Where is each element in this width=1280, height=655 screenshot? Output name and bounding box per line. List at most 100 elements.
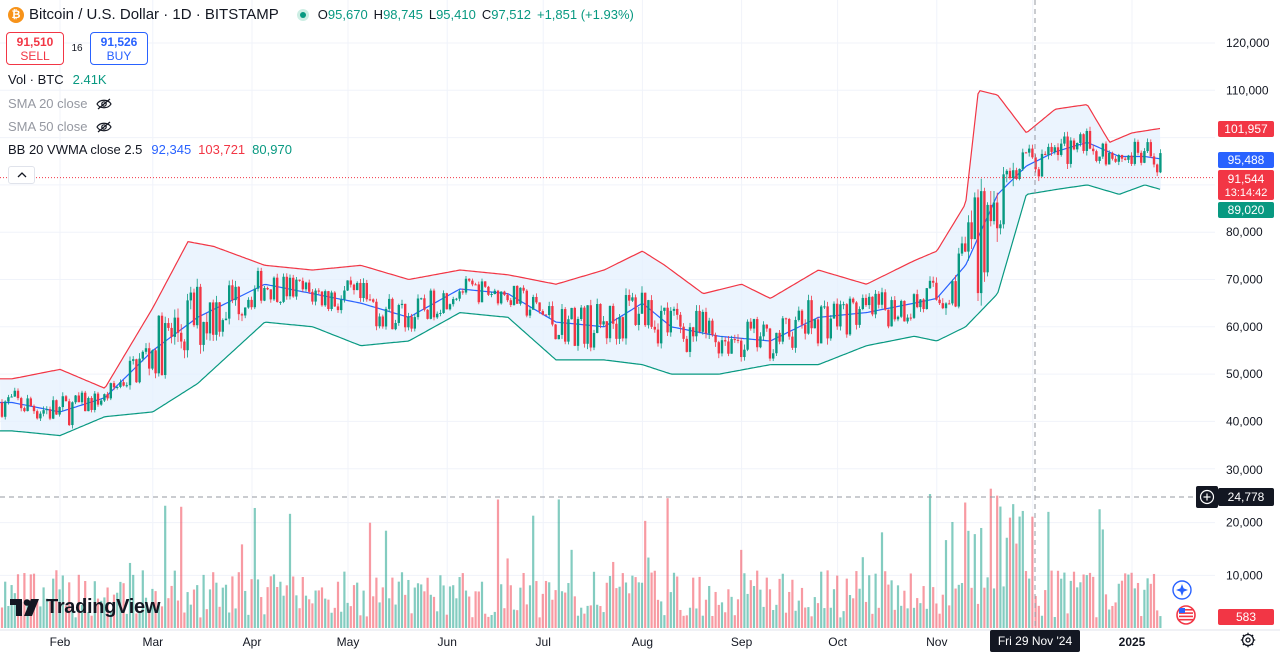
volume-bar bbox=[874, 573, 877, 628]
volume-bar bbox=[336, 581, 340, 628]
candle-body bbox=[864, 297, 868, 306]
hidden-eye-icon[interactable] bbox=[95, 98, 112, 110]
candle-body bbox=[1034, 157, 1037, 170]
hidden-eye-icon[interactable] bbox=[95, 121, 112, 133]
candle-body bbox=[1005, 170, 1008, 175]
volume-bar bbox=[445, 614, 448, 628]
volume-bar bbox=[288, 513, 292, 628]
candle-body bbox=[813, 319, 816, 329]
candle-body bbox=[45, 409, 48, 411]
volume-bar bbox=[724, 612, 727, 628]
volume-bar bbox=[932, 587, 935, 628]
candle-body bbox=[592, 332, 596, 348]
time-axis-label: Apr bbox=[243, 635, 262, 649]
volume-bar bbox=[992, 588, 996, 628]
candle-body bbox=[138, 358, 141, 383]
symbol-title[interactable]: Bitcoin / U.S. Dollar · 1D · BITSTAMP bbox=[29, 6, 279, 23]
volume-value-tag-text: 583 bbox=[1236, 610, 1256, 624]
bb-label: BB 20 VWMA close 2.5 bbox=[8, 142, 143, 157]
candle-body bbox=[906, 317, 909, 322]
volume-bar bbox=[1060, 578, 1063, 628]
time-axis-label: Feb bbox=[50, 635, 71, 649]
volume-bar bbox=[1015, 543, 1018, 628]
volume-bar bbox=[128, 562, 132, 628]
candle-body bbox=[605, 321, 608, 339]
tradingview-logo[interactable]: TradingView bbox=[10, 596, 160, 619]
candle-body bbox=[967, 222, 970, 252]
volume-bar bbox=[45, 598, 48, 628]
volume-bar bbox=[967, 530, 970, 628]
candle-body bbox=[301, 280, 304, 290]
buy-button[interactable]: 91,526 BUY bbox=[90, 32, 148, 65]
candle-body bbox=[1136, 141, 1140, 153]
chart-overlays bbox=[0, 0, 1218, 630]
volume-indicator-legend[interactable]: Vol · BTC 2.41K bbox=[8, 72, 107, 87]
candle-body bbox=[887, 309, 890, 327]
volume-bar bbox=[522, 572, 525, 628]
volume-bar bbox=[484, 613, 487, 628]
candle-body bbox=[61, 396, 64, 408]
candle-body bbox=[208, 302, 212, 334]
volume-bar bbox=[471, 617, 474, 628]
price-tick-label: 10,000 bbox=[1226, 568, 1263, 582]
volume-bar bbox=[551, 599, 554, 628]
candle-body bbox=[922, 299, 925, 309]
candle-body bbox=[106, 394, 109, 399]
candle-body bbox=[16, 390, 20, 399]
volume-bar bbox=[983, 587, 986, 628]
candle-body bbox=[900, 300, 903, 317]
candle-body bbox=[948, 303, 951, 305]
volume-bar bbox=[644, 520, 647, 628]
volume-bar bbox=[781, 573, 784, 628]
candle-body bbox=[183, 341, 186, 351]
volume-bar bbox=[810, 616, 813, 628]
volume-bar bbox=[692, 577, 695, 628]
candle-body bbox=[983, 191, 986, 273]
volume-bar bbox=[778, 578, 781, 628]
bb-indicator-legend[interactable]: BB 20 VWMA close 2.5 92,345 103,721 80,9… bbox=[8, 142, 292, 157]
candle-body bbox=[189, 292, 192, 301]
sma20-indicator-legend[interactable]: SMA 20 close bbox=[8, 96, 112, 111]
candle-body bbox=[1047, 146, 1050, 155]
gear-icon[interactable] bbox=[1240, 632, 1256, 648]
sma50-indicator-legend[interactable]: SMA 50 close bbox=[8, 119, 112, 134]
candle-body bbox=[1063, 136, 1066, 144]
candle-body bbox=[330, 292, 333, 309]
candle-body bbox=[548, 306, 551, 316]
volume-bar bbox=[1047, 511, 1050, 628]
volume-bar bbox=[1098, 509, 1101, 628]
candle-body bbox=[868, 296, 871, 306]
volume-bar bbox=[1056, 570, 1060, 628]
candle-body bbox=[884, 292, 887, 310]
candle-body bbox=[260, 270, 263, 301]
candle-body bbox=[119, 382, 122, 387]
candle-body bbox=[96, 393, 100, 405]
volume-bar bbox=[864, 601, 868, 628]
candle-body bbox=[621, 317, 624, 339]
volume-bar bbox=[263, 614, 266, 628]
volume-bar bbox=[135, 613, 138, 628]
candle-body bbox=[932, 280, 935, 283]
candle-body bbox=[333, 292, 336, 307]
volume-bar bbox=[327, 599, 330, 628]
volume-bar bbox=[240, 544, 244, 628]
candle-body bbox=[762, 324, 765, 337]
volume-bar bbox=[1072, 571, 1076, 628]
volume-bar bbox=[208, 589, 212, 628]
candle-body bbox=[992, 202, 996, 222]
candle-body bbox=[522, 287, 525, 291]
time-axis-label: Aug bbox=[632, 635, 653, 649]
volume-bar bbox=[944, 540, 948, 628]
candle-body bbox=[36, 411, 39, 419]
candle-body bbox=[669, 310, 672, 333]
candle-body bbox=[346, 280, 349, 291]
volume-bar bbox=[1079, 582, 1082, 628]
collapse-legend-button[interactable] bbox=[8, 166, 35, 184]
volume-bar bbox=[525, 604, 528, 628]
sell-button[interactable]: 91,510 SELL bbox=[6, 32, 64, 65]
volume-bar bbox=[359, 615, 362, 628]
volume-bar bbox=[234, 608, 237, 628]
candle-body bbox=[871, 296, 874, 315]
volume-bar bbox=[71, 606, 74, 628]
